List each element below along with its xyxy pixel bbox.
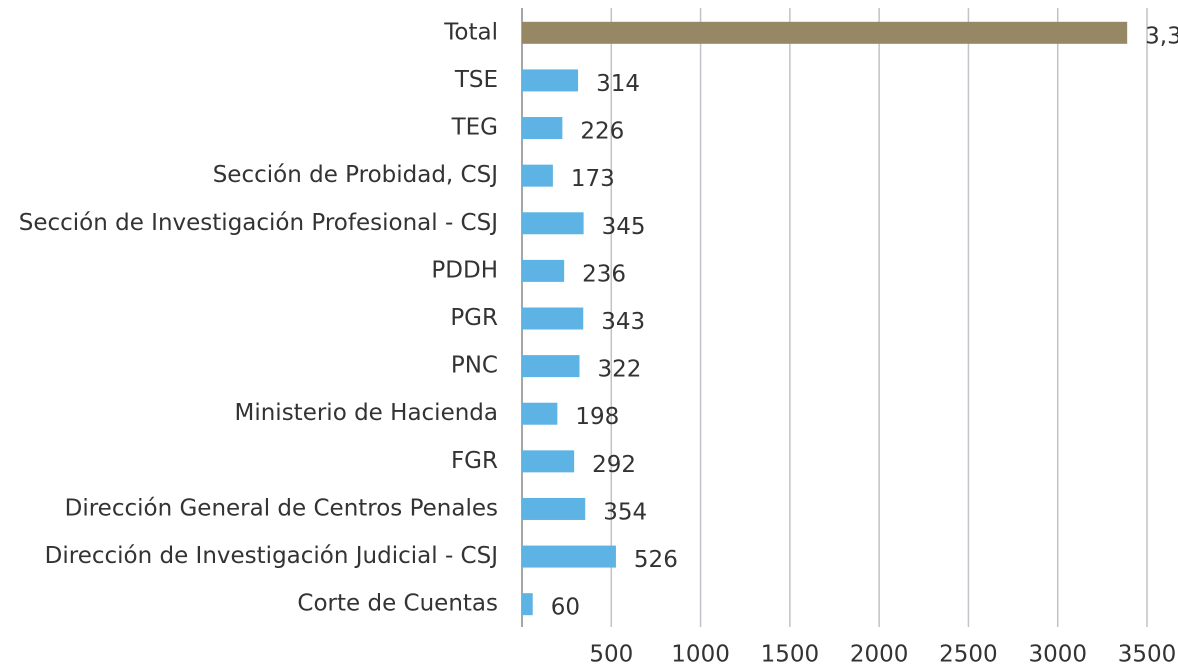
value-label: 198 [575, 404, 619, 430]
value-label: 60 [551, 595, 580, 621]
y-tick-label: Total [443, 19, 498, 45]
y-tick-label: TEG [451, 115, 498, 141]
y-tick-label: PDDH [431, 257, 498, 283]
bar [522, 355, 580, 378]
x-tick-label: 3000 [1028, 642, 1087, 667]
bar [522, 402, 558, 425]
bar [522, 497, 586, 520]
bar [522, 545, 616, 568]
value-label: 343 [601, 309, 645, 335]
y-tick-label: Ministerio de Hacienda [235, 400, 499, 426]
value-label: 3,389 [1145, 23, 1178, 49]
bar [522, 212, 584, 235]
y-tick-label: Dirección de Investigación Judicial - CS… [45, 543, 498, 569]
bar [522, 164, 553, 187]
y-tick-label: PNC [451, 353, 498, 379]
bar [522, 69, 579, 92]
value-label: 354 [603, 499, 647, 525]
value-label: 322 [598, 357, 642, 383]
y-tick-label: Dirección General de Centros Penales [65, 495, 498, 521]
x-tick-label: 1000 [671, 642, 730, 667]
value-label: 314 [596, 71, 640, 97]
y-tick-label: Corte de Cuentas [297, 591, 498, 617]
bar [522, 117, 563, 140]
value-label: 236 [582, 261, 626, 287]
bar [522, 450, 575, 473]
bar [522, 21, 1128, 44]
value-label: 526 [634, 547, 678, 573]
y-tick-label: Sección de Probidad, CSJ [213, 162, 498, 188]
value-label: 226 [580, 119, 624, 145]
value-label: 173 [571, 166, 615, 192]
value-label: 292 [592, 452, 636, 478]
bar [522, 259, 565, 282]
bar [522, 307, 584, 330]
x-tick-label: 1500 [761, 642, 820, 667]
x-tick-label: 3500 [1118, 642, 1177, 667]
value-label: 345 [602, 214, 646, 240]
y-tick-label: TSE [454, 67, 498, 93]
y-tick-label: PGR [450, 305, 498, 331]
x-tick-label: 500 [589, 642, 633, 667]
bar [522, 593, 533, 616]
y-tick-label: Sección de Investigación Profesional - C… [19, 210, 498, 236]
y-tick-label: FGR [451, 448, 498, 474]
x-tick-label: 2500 [939, 642, 998, 667]
x-tick-label: 2000 [850, 642, 909, 667]
